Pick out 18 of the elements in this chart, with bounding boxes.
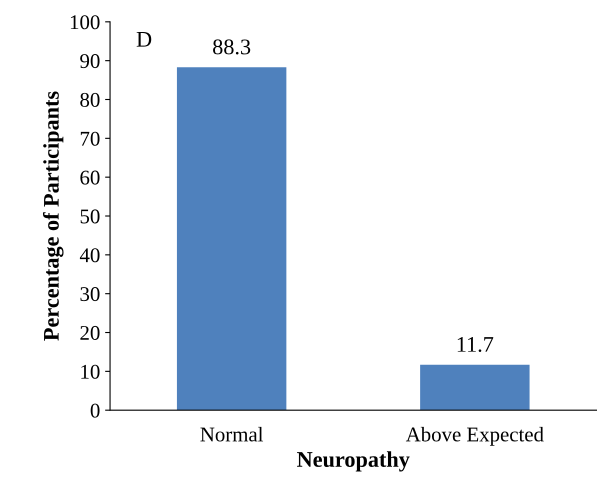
data-label: 11.7 [458, 337, 494, 352]
y-tick-label: 20 [80, 326, 100, 340]
annotation: D [136, 32, 152, 47]
y-tick-label: 40 [80, 248, 100, 262]
y-tick-label: 60 [80, 170, 100, 185]
y-tick-label: 100 [70, 15, 100, 30]
data-label: 88.3 [213, 39, 250, 55]
y-tick-label: 80 [80, 92, 100, 107]
y-axis-title: Percentage of Participants [42, 91, 64, 341]
y-tick-label: 50 [80, 209, 100, 224]
x-tick-label: Above Expected [406, 426, 544, 446]
y-tick-label: 70 [80, 132, 100, 146]
x-axis-title: Neuropathy [297, 451, 410, 472]
y-tick-label: 10 [81, 364, 100, 379]
x-tick-label: Normal [200, 426, 264, 442]
y-tick-label: 90 [80, 54, 100, 68]
y-tick-label: 30 [80, 287, 100, 302]
y-tick-label: 0 [90, 404, 100, 418]
